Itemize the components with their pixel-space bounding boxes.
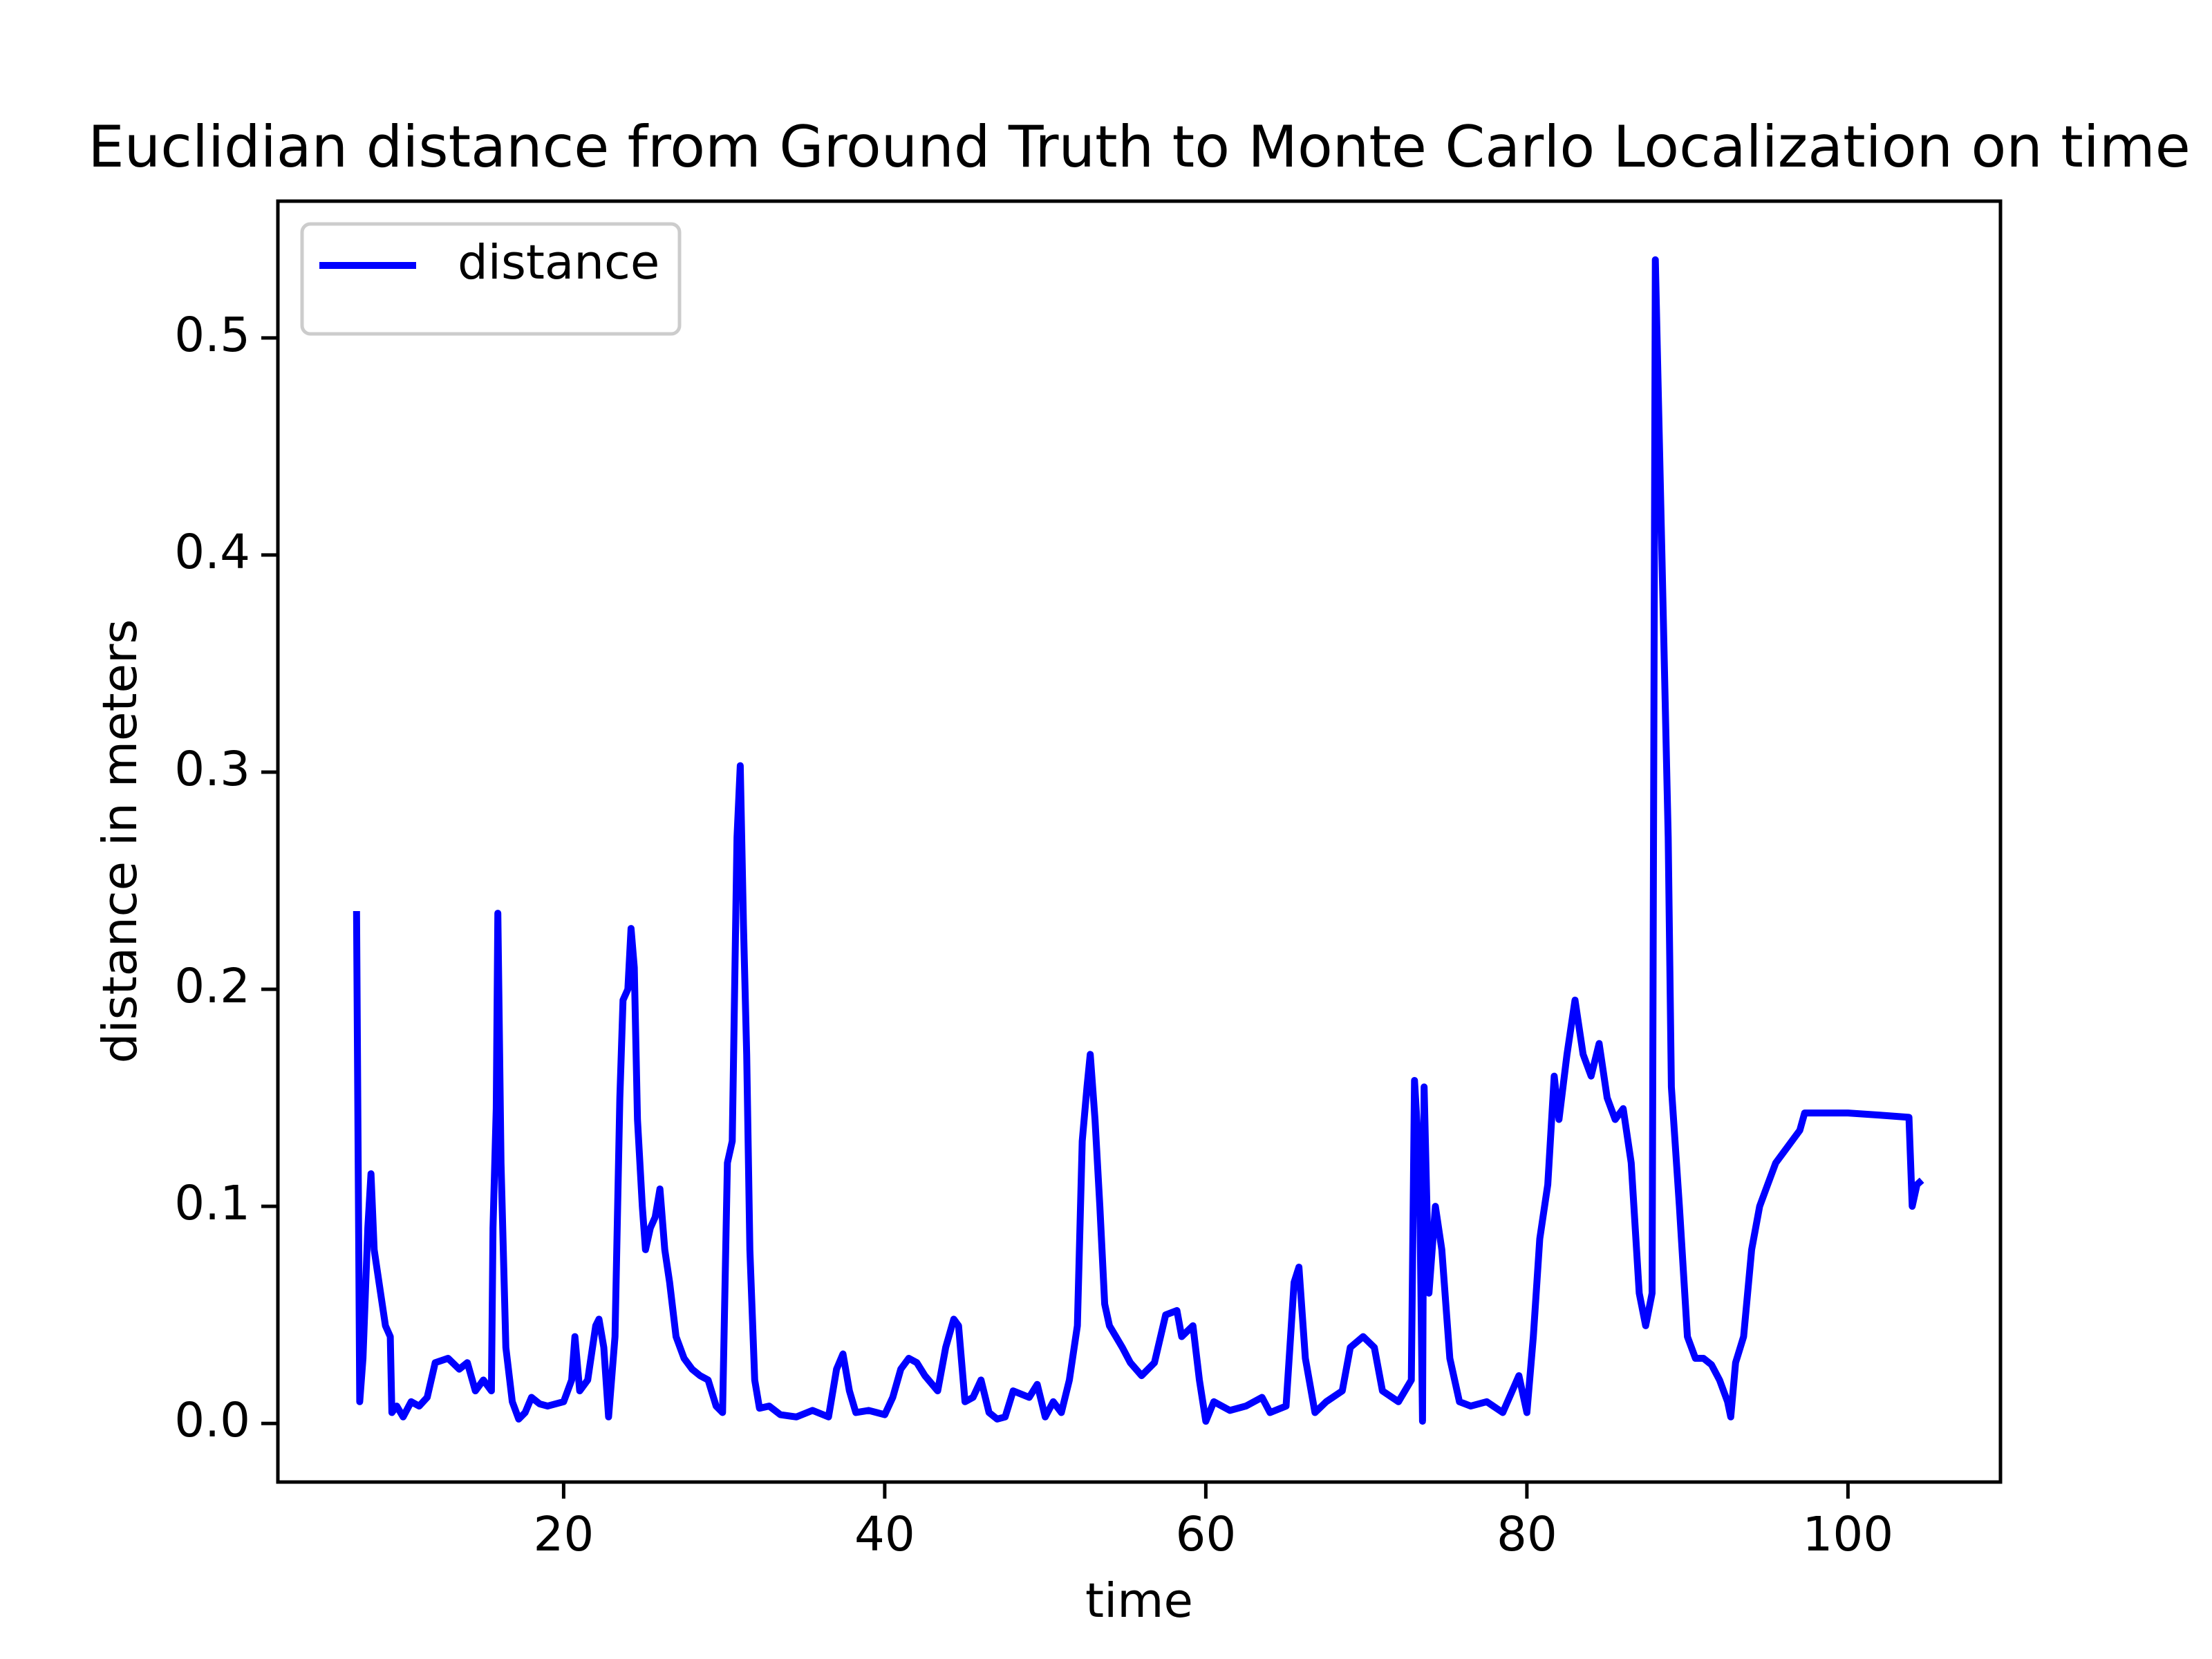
x-tick-label: 40 (854, 1507, 915, 1562)
legend-label: distance (458, 235, 659, 290)
data-line (353, 256, 1924, 1425)
x-tick-label: 20 (533, 1507, 594, 1562)
x-tick-label: 60 (1175, 1507, 1236, 1562)
y-tick-label: 0.2 (174, 959, 250, 1014)
x-tick-label: 100 (1803, 1507, 1894, 1562)
y-axis-label: distance in meters (93, 619, 148, 1064)
x-tick-label: 80 (1497, 1507, 1557, 1562)
y-tick-label: 0.1 (174, 1176, 250, 1231)
y-tick-label: 0.4 (174, 525, 250, 580)
y-tick-label: 0.3 (174, 742, 250, 797)
chart-title: Euclidian distance from Ground Truth to … (88, 113, 2191, 180)
legend-box (300, 222, 682, 336)
x-axis-label: time (1085, 1573, 1193, 1629)
y-tick-label: 0.0 (174, 1393, 250, 1448)
y-tick-label: 0.5 (174, 308, 250, 363)
plot-frame (276, 199, 2003, 1484)
